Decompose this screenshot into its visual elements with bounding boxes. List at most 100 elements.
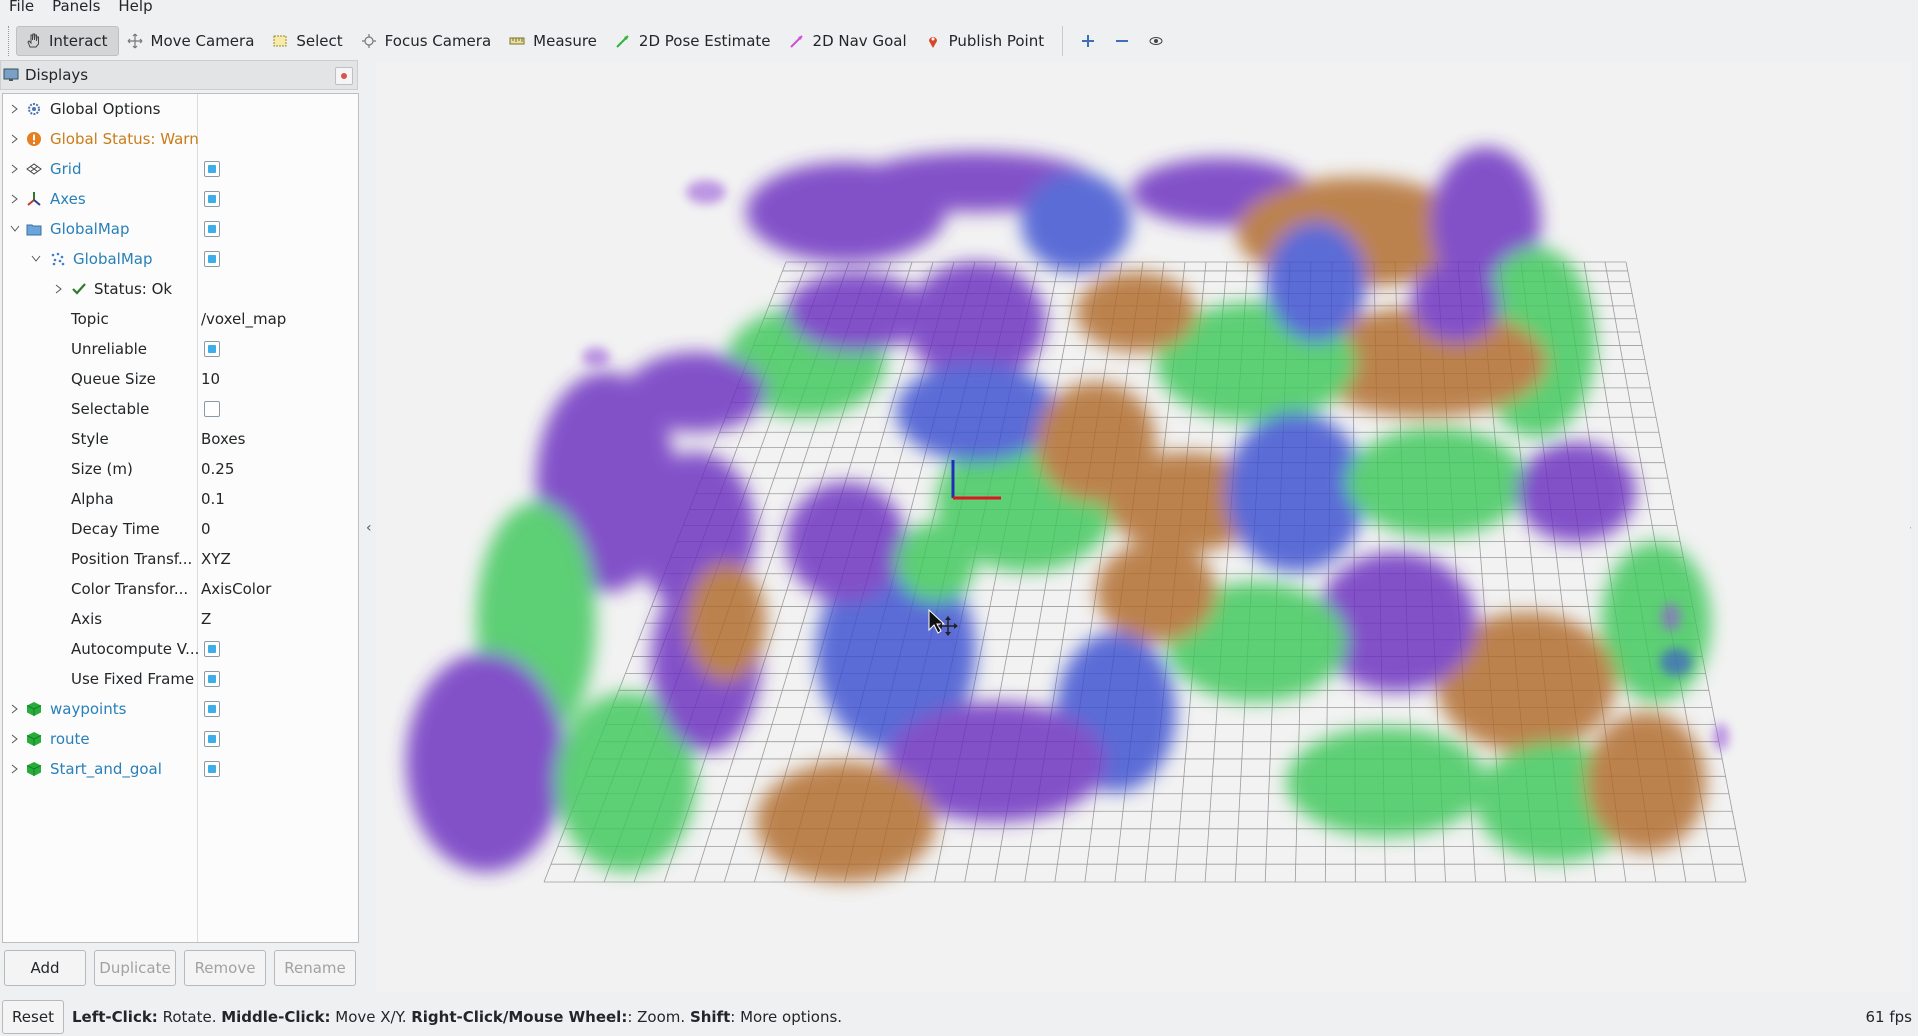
property-row-axis[interactable]: Axis Z — [3, 604, 358, 634]
property-row-alpha[interactable]: Alpha 0.1 — [3, 484, 358, 514]
globalmap-enabled-checkbox[interactable] — [204, 251, 220, 267]
help-bold-right-click: Right-Click/Mouse Wheel: — [411, 1008, 627, 1026]
interact-tool-button[interactable]: Interact — [16, 26, 119, 56]
add-button[interactable]: Add — [4, 950, 86, 986]
folder-icon — [25, 220, 43, 238]
gear-icon — [25, 100, 43, 118]
remove-button[interactable]: Remove — [184, 950, 266, 986]
axes-enabled-checkbox[interactable] — [204, 191, 220, 207]
reset-button[interactable]: Reset — [2, 1000, 64, 1034]
displays-button-bar: Add Duplicate Remove Rename — [0, 950, 360, 990]
property-row-use-fixed-frame[interactable]: Use Fixed Frame — [3, 664, 358, 694]
tool-properties-button[interactable] — [1139, 26, 1173, 56]
select-tool-button[interactable]: Select — [264, 26, 352, 56]
property-label: Queue Size — [71, 370, 156, 388]
nav-goal-label: 2D Nav Goal — [813, 32, 907, 50]
use-fixed-frame-checkbox[interactable] — [204, 671, 220, 687]
marker-cube-icon — [25, 700, 43, 718]
menu-help[interactable]: Help — [109, 0, 161, 13]
tree-row-global-options[interactable]: Global Options — [3, 94, 358, 124]
property-label: Color Transfor... — [71, 580, 188, 598]
nav-goal-tool-button[interactable]: 2D Nav Goal — [781, 26, 917, 56]
panel-close-button[interactable] — [335, 67, 353, 85]
voxel-map-scene[interactable] — [376, 62, 1910, 992]
property-row-style[interactable]: Style Boxes — [3, 424, 358, 454]
queue-size-value[interactable]: 10 — [201, 370, 220, 388]
waypoints-enabled-checkbox[interactable] — [204, 701, 220, 717]
property-row-autocompute[interactable]: Autocompute V... — [3, 634, 358, 664]
color-transformer-value[interactable]: AxisColor — [201, 580, 271, 598]
expand-arrow-icon[interactable] — [9, 733, 21, 745]
duplicate-button[interactable]: Duplicate — [94, 950, 176, 986]
remove-tool-button[interactable] — [1105, 26, 1139, 56]
tree-row-grid[interactable]: Grid — [3, 154, 358, 184]
route-enabled-checkbox[interactable] — [204, 731, 220, 747]
tree-row-axes[interactable]: Axes — [3, 184, 358, 214]
alpha-value[interactable]: 0.1 — [201, 490, 225, 508]
tree-row-waypoints[interactable]: waypoints — [3, 694, 358, 724]
collapse-left-panel-arrow-icon[interactable]: ‹ — [366, 520, 372, 536]
size-value[interactable]: 0.25 — [201, 460, 234, 478]
rename-button[interactable]: Rename — [274, 950, 356, 986]
publish-point-icon — [925, 33, 941, 49]
tree-row-label: Status: Ok — [94, 280, 172, 298]
interact-label: Interact — [49, 32, 108, 50]
property-row-queue-size[interactable]: Queue Size 10 — [3, 364, 358, 394]
expand-arrow-icon[interactable] — [9, 163, 21, 175]
render-viewport[interactable] — [376, 62, 1910, 992]
property-row-position-transformer[interactable]: Position Transf... XYZ — [3, 544, 358, 574]
autocompute-checkbox[interactable] — [204, 641, 220, 657]
fps-counter: 61 fps — [1866, 1008, 1912, 1026]
tree-row-start-and-goal[interactable]: Start_and_goal — [3, 754, 358, 784]
toolbar-grip[interactable] — [8, 26, 12, 56]
measure-tool-button[interactable]: Measure — [501, 26, 607, 56]
start-and-goal-enabled-checkbox[interactable] — [204, 761, 220, 777]
property-row-decay-time[interactable]: Decay Time 0 — [3, 514, 358, 544]
property-row-unreliable[interactable]: Unreliable — [3, 334, 358, 364]
style-value[interactable]: Boxes — [201, 430, 245, 448]
unreliable-checkbox[interactable] — [204, 341, 220, 357]
collapse-arrow-icon[interactable] — [30, 253, 42, 265]
tree-row-status-ok[interactable]: Status: Ok — [3, 274, 358, 304]
voxel-clusters — [406, 147, 1711, 882]
focus-camera-icon — [361, 33, 377, 49]
move-camera-tool-button[interactable]: Move Camera — [119, 26, 265, 56]
displays-tree[interactable]: Global Options Global Status: Warn Grid … — [2, 93, 359, 943]
pose-estimate-tool-button[interactable]: 2D Pose Estimate — [607, 26, 781, 56]
topic-value[interactable]: /voxel_map — [201, 310, 286, 328]
publish-point-tool-button[interactable]: Publish Point — [917, 26, 1054, 56]
collapse-arrow-icon[interactable] — [9, 223, 21, 235]
tree-row-globalmap-display[interactable]: GlobalMap — [3, 244, 358, 274]
expand-arrow-icon[interactable] — [53, 283, 65, 295]
focus-camera-tool-button[interactable]: Focus Camera — [353, 26, 501, 56]
displays-panel-title-bar: Displays — [0, 60, 358, 90]
expand-arrow-icon[interactable] — [9, 193, 21, 205]
expand-arrow-icon[interactable] — [9, 763, 21, 775]
position-transformer-value[interactable]: XYZ — [201, 550, 231, 568]
axis-value[interactable]: Z — [201, 610, 211, 628]
add-tool-button[interactable] — [1071, 26, 1105, 56]
decay-time-value[interactable]: 0 — [201, 520, 211, 538]
expand-arrow-icon[interactable] — [9, 133, 21, 145]
expand-arrow-icon[interactable] — [9, 703, 21, 715]
property-row-topic[interactable]: Topic /voxel_map — [3, 304, 358, 334]
tree-row-label: Global Status: Warn — [50, 130, 199, 148]
globalmap-group-enabled-checkbox[interactable] — [204, 221, 220, 237]
tree-row-globalmap-group[interactable]: GlobalMap — [3, 214, 358, 244]
grid-enabled-checkbox[interactable] — [204, 161, 220, 177]
checkmark-icon — [70, 280, 88, 298]
menu-file[interactable]: File — [0, 0, 43, 13]
selectable-checkbox[interactable] — [204, 401, 220, 417]
grid-icon — [25, 160, 43, 178]
property-row-size[interactable]: Size (m) 0.25 — [3, 454, 358, 484]
menu-panels[interactable]: Panels — [43, 0, 109, 13]
help-text-middle-click: Move X/Y. — [330, 1008, 411, 1026]
toolbar-separator — [1062, 26, 1063, 56]
expand-arrow-icon[interactable] — [9, 103, 21, 115]
property-label: Autocompute V... — [71, 640, 199, 658]
property-row-color-transformer[interactable]: Color Transfor... AxisColor — [3, 574, 358, 604]
tree-row-global-status[interactable]: Global Status: Warn — [3, 124, 358, 154]
tree-row-route[interactable]: route — [3, 724, 358, 754]
property-row-selectable[interactable]: Selectable — [3, 394, 358, 424]
move-camera-icon — [127, 33, 143, 49]
